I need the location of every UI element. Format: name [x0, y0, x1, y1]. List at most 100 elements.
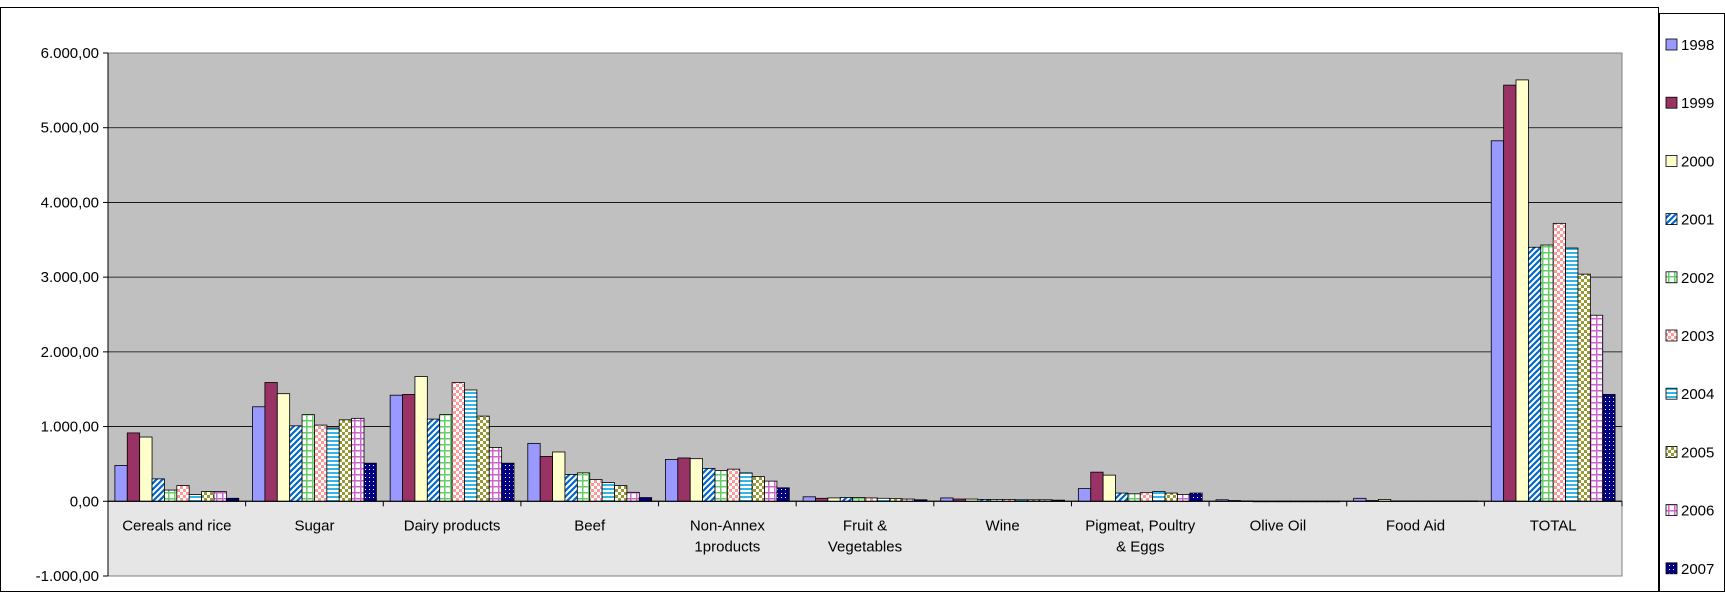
bar-2001	[564, 473, 578, 502]
x-category-label: Cereals and rice	[122, 517, 231, 534]
bar-2000	[414, 376, 428, 502]
bar-1999	[1503, 84, 1517, 502]
bar-1999	[264, 382, 278, 502]
bar-2003	[864, 497, 878, 502]
bar-2003	[176, 485, 190, 502]
bar-2003	[451, 382, 465, 502]
bar-1999	[1090, 471, 1104, 502]
bar-2006	[351, 417, 365, 502]
x-category-label: Beef	[574, 517, 606, 534]
legend-swatch	[1665, 271, 1678, 284]
bar-2004	[326, 427, 340, 502]
legend-swatch	[1665, 213, 1678, 226]
bar-1998	[527, 442, 541, 502]
bar-2002	[301, 414, 315, 502]
plot-area-lower	[108, 501, 1622, 576]
bar-2002	[714, 470, 728, 502]
legend-swatch	[1665, 504, 1678, 517]
bar-1998	[1077, 488, 1092, 502]
bar-2001	[151, 478, 165, 502]
bar-2006	[1589, 314, 1604, 502]
bar-2000	[1515, 79, 1529, 502]
legend-swatch	[1665, 445, 1678, 458]
bar-2005	[476, 415, 490, 502]
bar-2007	[363, 462, 377, 502]
bar-2003	[314, 424, 328, 502]
bar-2007	[638, 497, 653, 502]
bar-2002	[852, 497, 866, 502]
bar-2003	[1552, 222, 1566, 502]
bar-2007	[1189, 492, 1203, 502]
y-tick-label: 2.000,00	[41, 344, 99, 361]
legend-label: 2000	[1681, 153, 1714, 170]
bar-2001	[426, 418, 441, 502]
x-category-label: Wine	[986, 517, 1020, 534]
bar-2006	[488, 447, 503, 502]
bar-2007	[501, 462, 515, 502]
legend-label: 1999	[1681, 95, 1714, 112]
bar-1999	[677, 457, 691, 502]
bar-2005	[1577, 273, 1591, 502]
y-tick-label: 0,00	[70, 493, 99, 510]
bar-2000	[1102, 474, 1116, 502]
legend-label: 2005	[1681, 444, 1714, 461]
legend-box	[1659, 13, 1725, 592]
y-tick-label: 6.000,00	[41, 45, 99, 62]
bar-2004	[739, 472, 753, 502]
legend-label: 2001	[1681, 212, 1714, 229]
bar-2006	[764, 480, 778, 502]
y-tick-label: -1.000,00	[36, 568, 99, 585]
x-category-label: Food Aid	[1386, 517, 1445, 534]
legend-label: 1998	[1681, 37, 1714, 54]
bar-2001	[702, 468, 716, 502]
y-tick-label: 1.000,00	[41, 419, 99, 436]
legend: 1998 1999 2000 2001 2002 2003 2004 2005 2006 2007	[1665, 37, 1714, 578]
bar-2006	[213, 491, 227, 502]
bar-2006	[626, 491, 640, 502]
bar-1998	[665, 459, 679, 502]
bar-2000	[827, 497, 841, 502]
bar-1998	[1490, 140, 1505, 502]
legend-swatch	[1665, 96, 1678, 109]
x-category-label: Olive Oil	[1250, 517, 1307, 534]
bar-2005	[1164, 492, 1178, 502]
bar-2004	[188, 494, 202, 502]
bar-2006	[1177, 494, 1191, 502]
bar-2002	[1127, 493, 1141, 502]
bar-2005	[751, 476, 765, 502]
legend-label: 2002	[1681, 270, 1714, 287]
x-category-label: TOTAL	[1530, 517, 1577, 534]
bar-2002	[576, 472, 591, 502]
legend-swatch	[1665, 387, 1678, 400]
bar-2004	[601, 482, 615, 502]
bar-1998	[114, 465, 128, 502]
y-tick-label: 3.000,00	[41, 269, 99, 286]
bar-1999	[402, 394, 416, 502]
bar-2001	[839, 497, 854, 502]
bar-2001	[1115, 492, 1129, 502]
bar-2005	[338, 419, 353, 502]
bar-1998	[389, 394, 403, 502]
legend-swatch	[1665, 329, 1678, 342]
bar-2007	[1602, 394, 1616, 502]
bar-2005	[201, 491, 215, 502]
bar-2000	[552, 451, 566, 502]
y-axis: 6.000,00 5.000,00 4.000,00 3.000,00 2.000,00…	[36, 45, 109, 585]
legend-label: 2003	[1681, 328, 1714, 345]
bar-2005	[614, 485, 628, 502]
bar-1999	[539, 456, 553, 502]
legend-swatch	[1665, 38, 1678, 51]
bar-2002	[164, 489, 178, 502]
legend-label: 2006	[1681, 503, 1714, 520]
legend-label: 2007	[1681, 561, 1714, 578]
x-category-label: Fruit & Vegetables	[828, 517, 902, 555]
legend-swatch	[1665, 562, 1678, 575]
x-category-label: Non-Annex 1products	[690, 517, 766, 555]
x-category-label: Sugar	[294, 517, 334, 534]
bar-2004	[1152, 491, 1166, 502]
x-axis: Cereals and rice Sugar Dairy products Beef N…	[107, 500, 1623, 555]
bar-2000	[689, 458, 703, 502]
legend-label: 2004	[1681, 386, 1714, 403]
